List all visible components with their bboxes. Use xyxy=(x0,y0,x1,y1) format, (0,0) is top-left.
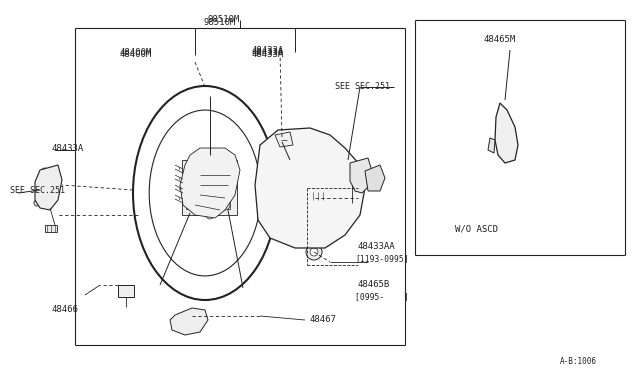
Bar xyxy=(45,225,57,232)
Circle shape xyxy=(220,200,230,210)
Polygon shape xyxy=(35,165,62,210)
Circle shape xyxy=(206,211,214,219)
Polygon shape xyxy=(365,165,385,191)
Text: 98510M: 98510M xyxy=(208,15,240,24)
Text: A-B:1006: A-B:1006 xyxy=(560,357,597,366)
Text: 48433A: 48433A xyxy=(52,144,84,153)
Circle shape xyxy=(310,248,318,256)
Polygon shape xyxy=(495,103,518,163)
Circle shape xyxy=(328,191,338,201)
Text: 48433A: 48433A xyxy=(252,46,284,55)
Text: 48433A: 48433A xyxy=(252,48,284,57)
Circle shape xyxy=(34,200,40,206)
Polygon shape xyxy=(350,158,372,193)
Bar xyxy=(279,136,288,144)
Circle shape xyxy=(351,195,358,202)
Bar xyxy=(118,285,134,297)
Text: 98510M: 98510M xyxy=(204,18,236,27)
Bar xyxy=(186,165,230,177)
Text: 48433A: 48433A xyxy=(252,50,284,59)
Bar xyxy=(186,197,230,209)
Text: SEE SEC.251: SEE SEC.251 xyxy=(10,186,65,195)
Text: W/O ASCD: W/O ASCD xyxy=(455,225,498,234)
Polygon shape xyxy=(488,138,495,153)
Text: 48467: 48467 xyxy=(310,315,337,324)
Text: 48466: 48466 xyxy=(52,305,79,314)
Bar xyxy=(37,175,51,185)
Bar xyxy=(42,190,52,198)
Circle shape xyxy=(41,168,49,176)
Text: 48465B: 48465B xyxy=(358,280,390,289)
Text: 48400M: 48400M xyxy=(120,50,152,59)
Text: [1193-0995]: [1193-0995] xyxy=(355,254,408,263)
Circle shape xyxy=(306,244,322,260)
Circle shape xyxy=(344,164,352,172)
Bar xyxy=(182,160,237,215)
Polygon shape xyxy=(255,128,365,248)
Bar xyxy=(310,192,330,200)
Text: SEE SEC.251: SEE SEC.251 xyxy=(335,82,390,91)
Bar xyxy=(186,181,230,193)
Text: 48465M: 48465M xyxy=(483,35,515,44)
Ellipse shape xyxy=(307,179,333,211)
Polygon shape xyxy=(170,308,208,335)
Polygon shape xyxy=(180,148,240,218)
Text: 48400M: 48400M xyxy=(120,48,152,57)
Ellipse shape xyxy=(190,175,220,195)
Polygon shape xyxy=(275,132,293,147)
Ellipse shape xyxy=(199,167,221,183)
Text: [0995-    ]: [0995- ] xyxy=(355,292,408,301)
Text: 48433AA: 48433AA xyxy=(358,242,396,251)
